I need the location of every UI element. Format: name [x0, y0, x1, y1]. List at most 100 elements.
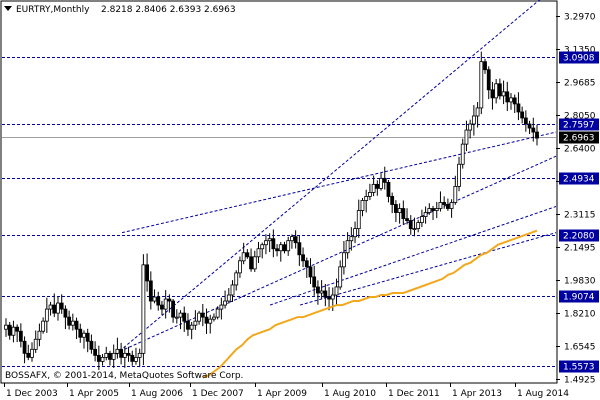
candle-body	[215, 308, 220, 318]
candle-body	[30, 348, 34, 358]
candle-body	[256, 248, 261, 258]
x-tick-label: 1 Aug 2010	[324, 389, 376, 399]
level-label: 1.5573	[563, 363, 595, 373]
candle	[278, 241, 283, 262]
candle	[111, 344, 116, 368]
plot-frame	[0, 0, 558, 384]
level-label-box	[559, 360, 599, 373]
candle	[364, 189, 369, 213]
x-tick-label: 1 Dec 2007	[192, 389, 244, 399]
candle-body	[204, 316, 209, 324]
candle	[204, 308, 209, 334]
candle	[130, 350, 135, 366]
symbol-timeframe: EURTRY,Monthly	[16, 5, 90, 15]
candle-body	[527, 123, 532, 129]
candle	[74, 317, 79, 339]
level-label: 2.2080	[563, 232, 595, 242]
candle-body	[356, 210, 361, 230]
candle	[375, 180, 380, 196]
candle	[178, 310, 183, 330]
candle	[382, 166, 387, 190]
candle-body	[208, 318, 213, 324]
candle-body	[267, 238, 272, 242]
ohlc-values: 2.8218 2.8406 2.6393 2.6963	[101, 5, 236, 15]
candle	[501, 80, 506, 105]
candle	[342, 240, 346, 275]
candle-body	[282, 244, 287, 252]
candle	[301, 247, 305, 268]
candle-body	[219, 304, 224, 310]
candle	[189, 321, 194, 340]
candle	[445, 198, 450, 211]
candle-body	[137, 352, 142, 358]
candle	[464, 120, 469, 152]
candle	[353, 221, 357, 244]
candle-body	[156, 296, 161, 306]
candle	[67, 310, 72, 330]
candle-body	[15, 326, 20, 332]
candle-body	[483, 61, 487, 71]
level-label: 1.9074	[563, 293, 595, 303]
candle-body	[18, 330, 23, 342]
candle-body	[368, 192, 372, 197]
candle	[167, 294, 172, 313]
candle-body	[186, 320, 190, 330]
candle	[104, 346, 109, 361]
candle	[267, 233, 272, 253]
collapse-triangle-icon[interactable]	[4, 6, 12, 11]
candle-body	[434, 208, 439, 211]
candle-body	[96, 354, 101, 362]
candle-body	[375, 183, 380, 189]
candle-body	[189, 324, 194, 330]
candle	[416, 219, 421, 233]
candle	[516, 92, 521, 121]
candle-body	[264, 240, 268, 246]
candle	[7, 322, 12, 340]
candle	[174, 309, 179, 324]
candle	[531, 117, 536, 142]
candle-body	[70, 320, 75, 326]
moving-average-series	[202, 229, 538, 379]
candle	[405, 208, 409, 225]
candle-body	[497, 83, 502, 97]
candle	[442, 196, 447, 209]
candle	[122, 346, 127, 368]
y-tick-label: 1.6545	[564, 343, 596, 353]
candle-body	[327, 296, 331, 300]
candle-body	[22, 340, 27, 354]
candle	[119, 342, 124, 365]
candle	[59, 294, 64, 314]
candle-body	[160, 304, 164, 310]
candle-body	[174, 316, 179, 319]
candle	[171, 298, 175, 323]
candle	[15, 324, 20, 343]
y-tick-label: 3.1350	[564, 46, 596, 56]
candle-body	[7, 324, 12, 336]
candle	[85, 328, 90, 353]
candle-body	[516, 103, 521, 113]
candle-body	[520, 111, 525, 119]
candle	[56, 296, 60, 321]
candle-body	[386, 181, 391, 197]
candle-body	[230, 284, 235, 296]
chart-header: EURTRY,Monthly 2.8218 2.8406 2.6393 2.69…	[4, 5, 236, 15]
candle	[316, 280, 320, 305]
candlestick-series	[4, 51, 539, 370]
candle	[223, 290, 227, 309]
candle	[148, 271, 153, 310]
trendline	[111, 0, 541, 358]
candle-body	[334, 286, 339, 296]
candle	[63, 305, 68, 330]
candle-body	[44, 308, 49, 322]
candle-body	[63, 308, 68, 318]
candle-body	[445, 204, 450, 209]
candle	[108, 350, 112, 366]
candle-body	[193, 320, 198, 326]
candle	[208, 314, 213, 334]
candle	[26, 344, 31, 361]
candle	[486, 66, 491, 100]
candle	[475, 102, 480, 128]
level-label-box	[559, 290, 599, 303]
candle-body	[182, 312, 187, 322]
